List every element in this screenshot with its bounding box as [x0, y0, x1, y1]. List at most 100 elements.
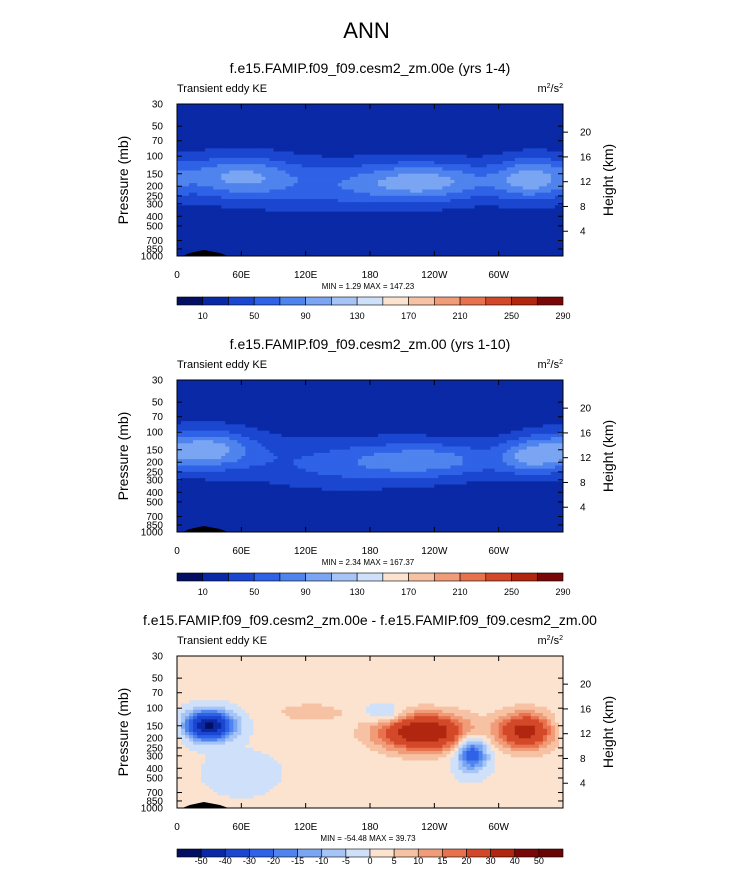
heatmap-cell — [253, 233, 259, 238]
heatmap-cell — [329, 148, 335, 153]
heatmap-cell — [281, 246, 287, 251]
heatmap-cell — [546, 113, 552, 118]
heatmap-cell — [269, 202, 275, 206]
heatmap-cell — [458, 233, 464, 238]
heatmap-cell — [345, 110, 351, 115]
heatmap-cell — [353, 148, 359, 153]
heatmap-cell — [241, 126, 246, 130]
heatmap-cell — [285, 167, 291, 172]
heatmap-cell — [201, 192, 206, 197]
heatmap-cell — [534, 126, 540, 130]
heatmap-cell — [269, 380, 275, 384]
heatmap-cell — [478, 113, 484, 118]
heatmap-cell — [365, 170, 371, 175]
heatmap-cell — [293, 119, 299, 124]
heatmap-cell — [233, 208, 238, 213]
heatmap-cell — [378, 195, 383, 200]
heatmap-cell — [462, 107, 468, 111]
heatmap-cell — [297, 113, 303, 118]
heatmap-cell — [209, 132, 214, 137]
heatmap-cell — [430, 161, 435, 165]
heatmap-cell — [333, 221, 339, 225]
heatmap-cell — [450, 142, 456, 146]
heatmap-cell — [313, 173, 319, 178]
heatmap-cell — [386, 161, 391, 165]
heatmap-cell — [478, 170, 484, 175]
heatmap-cell — [430, 386, 435, 391]
heatmap-cell — [213, 107, 218, 111]
heatmap-cell — [446, 195, 452, 200]
heatmap-cell — [301, 386, 307, 391]
heatmap-cell — [498, 113, 504, 118]
heatmap-cell — [530, 211, 536, 216]
heatmap-cell — [277, 142, 283, 146]
heatmap-cell — [201, 135, 206, 140]
heatmap-cell — [277, 211, 283, 216]
heatmap-cell — [189, 176, 194, 181]
heatmap-cell — [442, 119, 447, 124]
heatmap-cell — [390, 113, 395, 118]
heatmap-cell — [225, 246, 230, 251]
heatmap-cell — [309, 145, 315, 149]
heatmap-cell — [510, 221, 516, 225]
heatmap-cell — [337, 161, 343, 165]
heatmap-cell — [257, 230, 263, 235]
heatmap-cell — [241, 132, 246, 137]
heatmap-cell — [281, 129, 287, 134]
heatmap-cell — [321, 243, 327, 248]
heatmap-cell — [205, 126, 210, 130]
heatmap-cell — [482, 240, 488, 244]
heatmap-cell — [253, 386, 259, 391]
heatmap-cell — [406, 386, 411, 391]
heatmap-cell — [329, 186, 335, 191]
heatmap-cell — [370, 145, 375, 149]
heatmap-cell — [454, 110, 460, 115]
heatmap-cell — [498, 224, 504, 229]
heatmap-cell — [478, 240, 484, 244]
heatmap-cell — [374, 246, 379, 251]
heatmap-cell — [542, 180, 548, 184]
heatmap-cell — [349, 176, 355, 181]
heatmap-cell — [289, 383, 295, 387]
heatmap-cell — [498, 240, 504, 244]
heatmap-cell — [181, 104, 186, 108]
heatmap-cell — [353, 383, 359, 387]
heatmap-cell — [241, 227, 246, 232]
heatmap-cell — [522, 104, 528, 108]
heatmap-cell — [558, 132, 563, 137]
heatmap-cell — [277, 164, 283, 168]
heatmap-cell — [522, 154, 528, 159]
heatmap-cell — [458, 151, 464, 156]
heatmap-cell — [506, 145, 512, 149]
heatmap-cell — [249, 176, 254, 181]
heatmap-cell — [241, 195, 246, 200]
colorbar-label: 170 — [401, 311, 416, 321]
heatmap-cell — [249, 237, 254, 241]
heatmap-cell — [482, 237, 488, 241]
heatmap-cell — [365, 192, 371, 197]
heatmap-cell — [466, 110, 472, 115]
heatmap-cell — [374, 211, 379, 216]
heatmap-cell — [257, 195, 263, 200]
heatmap-cell — [446, 135, 452, 140]
heatmap-cell — [217, 205, 222, 210]
heatmap-cell — [225, 383, 230, 387]
heatmap-cell — [321, 148, 327, 153]
heatmap-cell — [241, 246, 246, 251]
heatmap-cell — [301, 380, 307, 384]
heatmap-cell — [333, 211, 339, 216]
heatmap-cell — [257, 164, 263, 168]
heatmap-cell — [434, 167, 439, 172]
heatmap-cell — [221, 227, 226, 232]
heatmap-cell — [189, 249, 194, 254]
heatmap-cell — [261, 240, 267, 244]
heatmap-cell — [253, 211, 259, 216]
heatmap-cell — [233, 195, 238, 200]
heatmap-cell — [438, 189, 443, 194]
heatmap-cell — [177, 249, 182, 254]
heatmap-cell — [462, 142, 468, 146]
heatmap-cell — [390, 199, 395, 203]
heatmap-cell — [550, 233, 556, 238]
heatmap-cell — [406, 138, 411, 143]
heatmap-cell — [526, 167, 532, 172]
